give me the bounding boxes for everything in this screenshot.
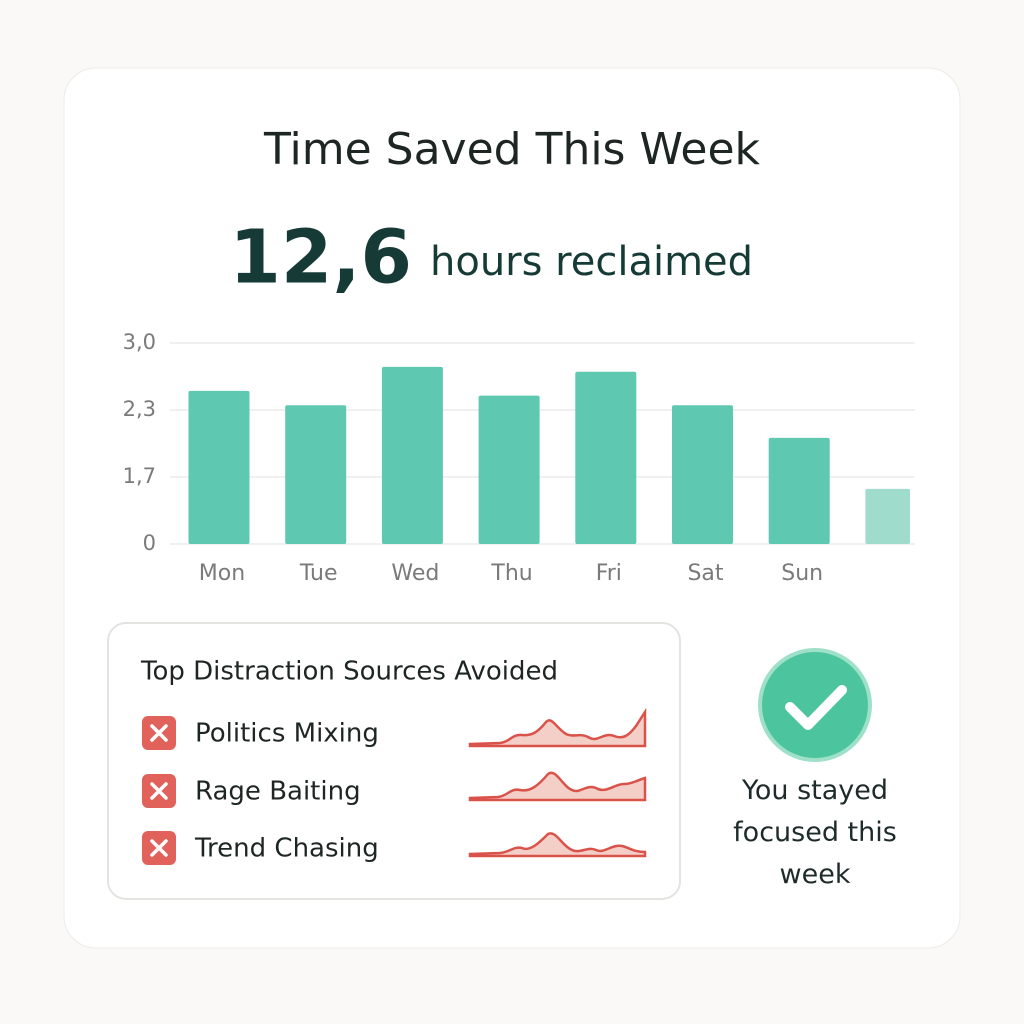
check-circle [758,648,872,762]
x-icon [142,831,176,865]
bar [285,405,347,544]
item-label: Politics Mixing [195,719,379,749]
headline-value: 12,6 [229,215,412,301]
x-tick-label: Mon [199,561,245,586]
bar [865,488,910,544]
item-label: Trend Chasing [194,834,379,864]
headline-label: hours reclaimed [430,239,753,285]
y-tick-label: 3,0 [123,330,156,354]
x-icon [142,716,176,750]
bar [575,371,637,544]
sparkline [468,707,647,748]
x-icon [142,774,176,808]
sparklines [468,707,647,858]
x-tick-label: Thu [490,561,532,586]
bar [672,405,733,544]
item-icons [142,716,176,865]
y-tick-label: 1,7 [123,464,156,488]
x-tick-label: Sun [781,561,823,586]
x-tick-label: Tue [299,561,338,586]
bar [381,366,443,544]
distraction-box [107,622,681,900]
y-tick-label: 0 [143,531,156,555]
check-mark [785,685,847,730]
sparkline [468,771,647,802]
bar [478,395,540,544]
bar [768,437,830,544]
distraction-title: Top Distraction Sources Avoided [140,657,558,687]
x-tick-label: Wed [391,561,439,586]
card-title: Time Saved This Week [263,124,761,175]
x-tick-label: Sat [687,561,723,586]
bar [188,390,250,544]
y-tick-label: 2,3 [123,397,156,421]
status-text: You stayed focused this week [733,775,897,890]
item-label: Rage Baiting [195,777,361,807]
x-tick-label: Fri [596,561,622,586]
sparkline [468,832,647,858]
